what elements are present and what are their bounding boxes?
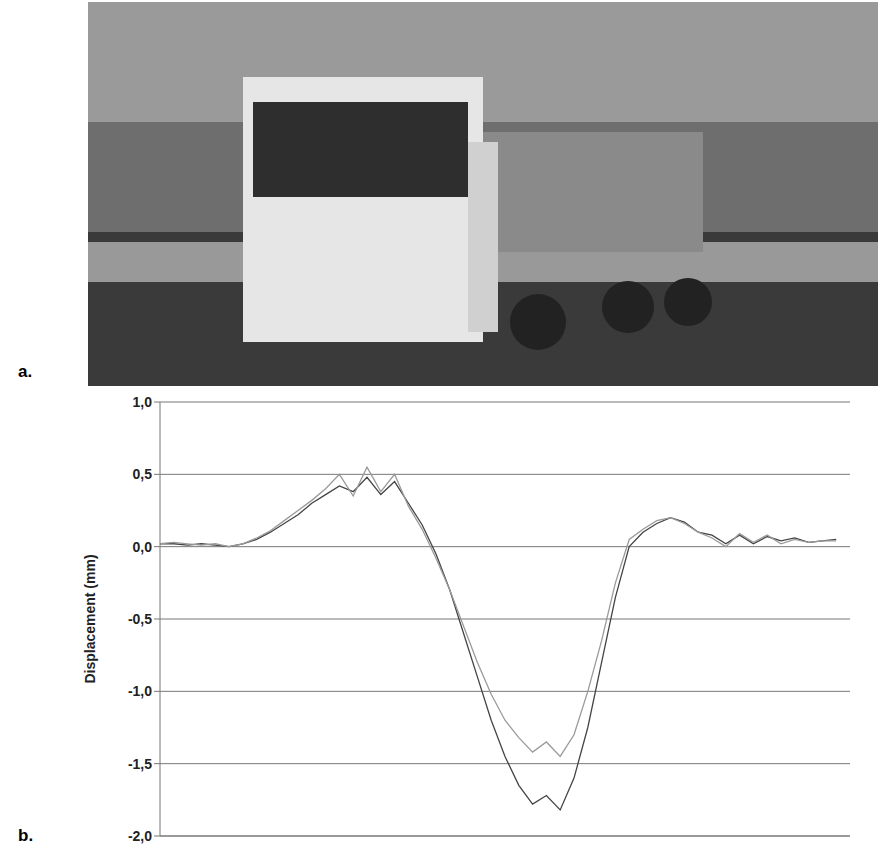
- svg-text:1,0: 1,0: [133, 394, 153, 410]
- svg-text:0,5: 0,5: [133, 466, 153, 482]
- svg-text:-1,5: -1,5: [128, 756, 152, 772]
- svg-text:-0,5: -0,5: [128, 611, 152, 627]
- html-text:b.: b.: [18, 826, 34, 845]
- svg-text:0,0: 0,0: [133, 539, 153, 555]
- svg-text:Displacement (mm): Displacement (mm): [82, 554, 98, 683]
- html-text:a.: a.: [18, 362, 33, 381]
- svg-text:-1,0: -1,0: [128, 683, 152, 699]
- svg-text:-2,0: -2,0: [128, 828, 152, 844]
